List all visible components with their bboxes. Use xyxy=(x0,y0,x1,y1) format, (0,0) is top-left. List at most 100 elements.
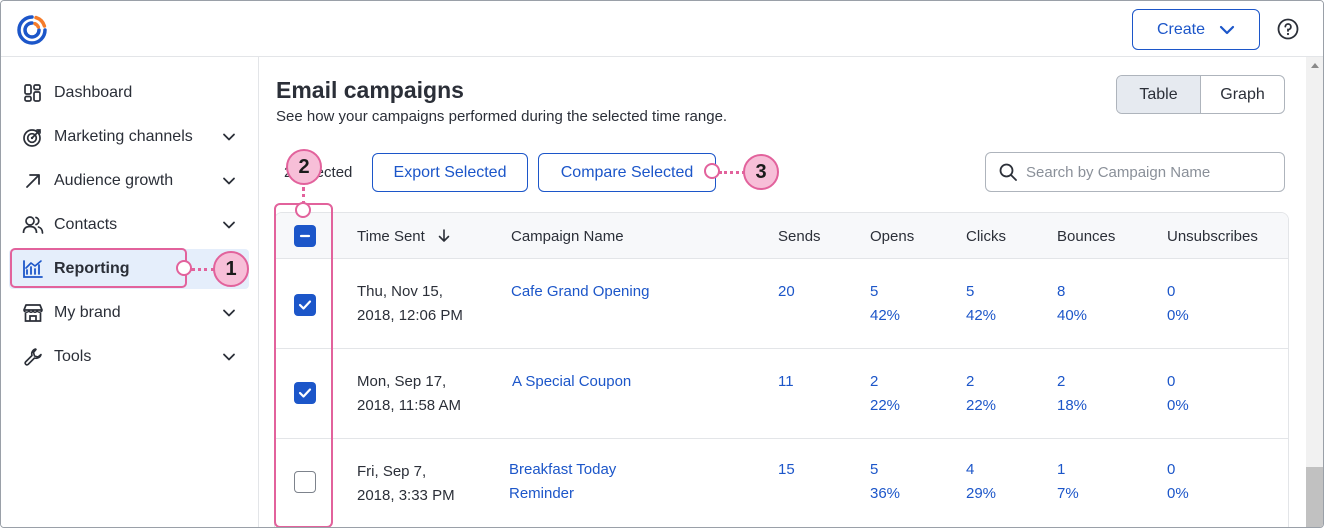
column-header-label: Time Sent xyxy=(357,228,425,245)
dashboard-icon xyxy=(21,81,45,105)
storefront-icon xyxy=(21,301,45,325)
scrollbar-track[interactable] xyxy=(1306,57,1323,527)
row-checkbox[interactable] xyxy=(294,294,316,316)
sidebar-item-tools[interactable]: Tools xyxy=(9,337,249,377)
scrollbar-thumb[interactable] xyxy=(1306,467,1323,527)
sidebar-item-label: Reporting xyxy=(54,260,130,277)
chart-icon xyxy=(21,257,45,281)
column-sends[interactable]: Sends xyxy=(778,228,821,245)
sidebar-item-label: Tools xyxy=(54,348,92,365)
search-box xyxy=(985,152,1285,192)
chevron-down-icon xyxy=(223,221,235,229)
column-bounces[interactable]: Bounces xyxy=(1057,228,1116,245)
campaign-name-link[interactable]: Breakfast Today Reminder xyxy=(509,461,617,502)
checkmark-icon xyxy=(298,388,312,398)
callout-anchor-dot xyxy=(176,260,192,276)
bounces-link[interactable]: 8 40% xyxy=(1057,283,1088,324)
table-view-button[interactable]: Table xyxy=(1117,76,1201,113)
unsubscribes-link[interactable]: 0 0% xyxy=(1167,373,1189,414)
arrow-up-right-icon xyxy=(21,169,45,193)
sidebar-item-label: Audience growth xyxy=(54,172,174,189)
chevron-down-icon xyxy=(223,309,235,317)
campaign-name-link[interactable]: A Special Coupon xyxy=(512,373,632,390)
callout-badge-2: 2 xyxy=(286,149,322,185)
search-icon xyxy=(999,163,1017,181)
table-header: Time Sent Campaign Name Sends Opens Clic… xyxy=(275,213,1288,259)
sidebar-item-reporting[interactable]: Reporting xyxy=(9,249,249,289)
time-sent-cell: Fri, Sep 7, 2018, 3:33 PM xyxy=(357,463,455,504)
unsubscribes-link[interactable]: 0 0% xyxy=(1167,283,1189,324)
callout-connector xyxy=(302,187,305,205)
sidebar-item-contacts[interactable]: Contacts xyxy=(9,205,249,245)
row-checkbox[interactable] xyxy=(294,382,316,404)
scroll-up-arrow-icon[interactable] xyxy=(1310,61,1320,69)
chevron-down-icon xyxy=(1219,25,1235,34)
page-title: Email campaigns xyxy=(276,77,464,103)
opens-link[interactable]: 5 36% xyxy=(870,461,901,502)
wrench-icon xyxy=(21,345,45,369)
callout-highlight-checkboxes xyxy=(274,203,333,527)
callout-highlight-reporting xyxy=(10,248,187,288)
opens-link[interactable]: 2 22% xyxy=(870,373,901,414)
arrow-down-icon xyxy=(438,229,450,242)
callout-badge-3: 3 xyxy=(743,154,779,190)
chevron-down-icon xyxy=(223,353,235,361)
chevron-down-icon xyxy=(223,177,235,185)
clicks-link[interactable]: 2 22% xyxy=(966,373,997,414)
bounces-link[interactable]: 1 7% xyxy=(1057,461,1079,502)
table-row: Fri, Sep 7, 2018, 3:33 PM Breakfast Today… xyxy=(275,439,1288,527)
time-sent-cell: Thu, Nov 15, 2018, 12:06 PM xyxy=(357,283,463,324)
sends-link[interactable]: 20 xyxy=(778,283,795,300)
sidebar-item-label: Contacts xyxy=(54,216,118,233)
time-sent-cell: Mon, Sep 17, 2018, 11:58 AM xyxy=(357,373,461,414)
callout-anchor-dot xyxy=(295,202,311,218)
chevron-down-icon xyxy=(223,133,235,141)
select-all-checkbox[interactable] xyxy=(294,225,316,247)
clicks-link[interactable]: 5 42% xyxy=(966,283,997,324)
sends-link[interactable]: 15 xyxy=(778,461,795,478)
bounces-link[interactable]: 2 18% xyxy=(1057,373,1088,414)
view-toggle: Table Graph xyxy=(1116,75,1285,114)
sidebar-item-label: My brand xyxy=(54,304,121,321)
sidebar-item-marketing-channels[interactable]: Marketing channels xyxy=(9,117,249,157)
callout-connector xyxy=(191,268,215,271)
create-button-label: Create xyxy=(1156,20,1206,38)
callout-anchor-dot xyxy=(704,163,720,179)
constant-contact-logo-icon[interactable] xyxy=(15,13,49,47)
sidebar-item-label: Dashboard xyxy=(54,84,133,101)
callout-connector xyxy=(719,171,745,174)
search-input[interactable] xyxy=(1026,163,1276,181)
campaign-name-link[interactable]: Cafe Grand Opening xyxy=(511,283,650,300)
column-unsubscribes[interactable]: Unsubscribes xyxy=(1167,228,1258,245)
table-row: Mon, Sep 17, 2018, 11:58 AM A Special Cou… xyxy=(275,349,1288,439)
clicks-link[interactable]: 4 29% xyxy=(966,461,997,502)
create-button[interactable]: Create xyxy=(1132,9,1260,50)
main-content: Email campaigns See how your campaigns p… xyxy=(260,57,1306,527)
compare-selected-button[interactable]: Compare Selected xyxy=(538,153,716,192)
help-icon[interactable] xyxy=(1277,18,1299,40)
checkmark-icon xyxy=(298,300,312,310)
minus-icon xyxy=(299,234,311,238)
export-selected-button[interactable]: Export Selected xyxy=(372,153,528,192)
page-subtitle: See how your campaigns performed during … xyxy=(276,108,728,125)
unsubscribes-link[interactable]: 0 0% xyxy=(1167,461,1189,502)
people-icon xyxy=(21,213,45,237)
row-checkbox[interactable] xyxy=(294,471,316,493)
table-row: Thu, Nov 15, 2018, 12:06 PM Cafe Grand Op… xyxy=(275,259,1288,349)
graph-view-button[interactable]: Graph xyxy=(1220,85,1265,103)
top-bar: Create xyxy=(1,1,1323,57)
sidebar: Dashboard Marketing channels Audience gr… xyxy=(1,57,259,527)
callout-badge-1: 1 xyxy=(213,251,249,287)
column-opens[interactable]: Opens xyxy=(870,228,915,245)
column-clicks[interactable]: Clicks xyxy=(966,228,1006,245)
column-time-sent[interactable]: Time Sent xyxy=(357,228,451,245)
sidebar-item-label: Marketing channels xyxy=(54,128,193,145)
column-campaign-name[interactable]: Campaign Name xyxy=(511,228,624,245)
sidebar-item-my-brand[interactable]: My brand xyxy=(9,293,249,333)
sends-link[interactable]: 11 xyxy=(778,373,794,390)
target-icon xyxy=(21,125,45,149)
opens-link[interactable]: 5 42% xyxy=(870,283,901,324)
sidebar-item-dashboard[interactable]: Dashboard xyxy=(9,73,249,113)
sidebar-item-audience-growth[interactable]: Audience growth xyxy=(9,161,249,201)
